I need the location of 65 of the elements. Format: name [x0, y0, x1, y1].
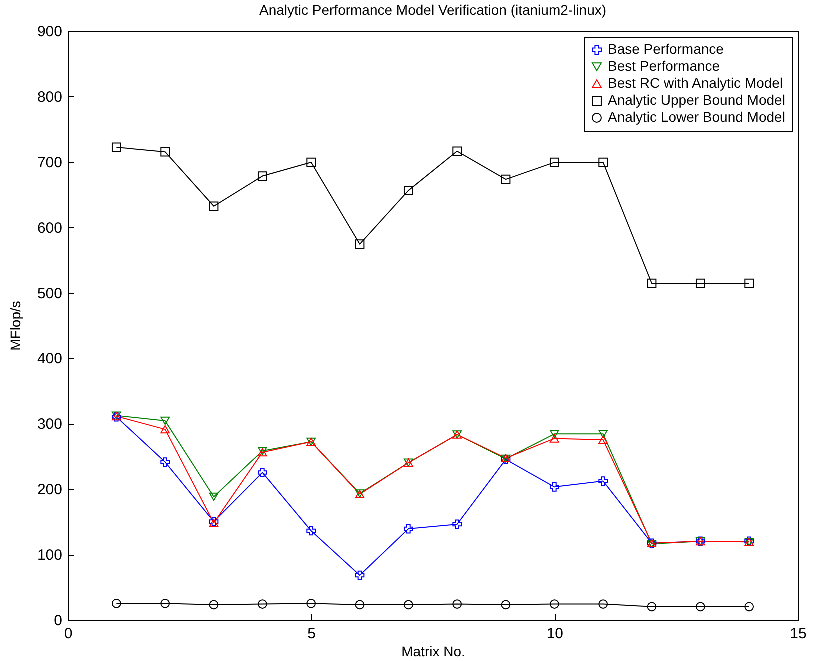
point [404, 186, 414, 196]
x-tick-label: 10 [546, 626, 564, 642]
point [452, 520, 462, 530]
point [696, 602, 706, 612]
point [598, 436, 608, 444]
x-tick-label: 0 [64, 626, 73, 642]
point [160, 147, 170, 157]
y-tick-label: 500 [37, 285, 62, 302]
point [355, 240, 365, 250]
point [355, 600, 365, 610]
x-axis-title: Matrix No. [402, 644, 466, 660]
y-tick-label: 700 [37, 154, 62, 172]
point [452, 146, 462, 156]
point [258, 600, 268, 609]
legend-label: Base Performance [608, 41, 724, 57]
legend-label: Best Performance [608, 58, 720, 74]
point [550, 600, 560, 609]
point [598, 476, 608, 486]
point [744, 278, 754, 288]
point [160, 598, 170, 608]
point [404, 600, 414, 610]
legend-label: Best RC with Analytic Model [608, 75, 784, 91]
y-tick-label: 300 [37, 416, 62, 434]
point [598, 158, 608, 168]
point [306, 158, 316, 168]
point [550, 482, 560, 492]
point [550, 430, 560, 438]
point [404, 524, 414, 534]
point [160, 425, 170, 434]
x-tick-label: 5 [308, 626, 316, 642]
point [744, 602, 754, 612]
point [598, 430, 608, 438]
point [452, 600, 462, 609]
point [355, 570, 365, 580]
point [258, 172, 268, 181]
point [209, 492, 219, 502]
point [550, 158, 560, 168]
point [112, 142, 122, 152]
point [501, 174, 511, 184]
y-tick-label: 100 [37, 547, 62, 564]
point [501, 600, 511, 610]
point [209, 202, 219, 212]
point [160, 416, 170, 426]
x-tick-label: 15 [790, 626, 807, 642]
point [647, 602, 657, 612]
point [306, 526, 316, 536]
y-tick-label: 800 [37, 88, 62, 106]
point [550, 434, 560, 443]
y-tick-label: 200 [37, 482, 62, 499]
point [647, 278, 657, 288]
chart-title: Analytic Performance Model Verification (itanium2-linux) [259, 2, 607, 18]
legend-label: Analytic Lower Bound Model [608, 109, 786, 125]
point [112, 598, 122, 608]
point [306, 598, 316, 608]
point [160, 458, 170, 467]
point [598, 600, 608, 609]
point [696, 278, 706, 288]
y-tick-label: 900 [37, 24, 62, 40]
y-tick-label: 0 [54, 612, 62, 630]
y-tick-label: 400 [37, 350, 62, 368]
y-axis-title: MFlop/s [7, 301, 24, 351]
legend-label: Analytic Upper Bound Model [608, 92, 786, 108]
y-tick-label: 600 [37, 220, 62, 237]
point [209, 600, 219, 610]
point [258, 468, 268, 478]
